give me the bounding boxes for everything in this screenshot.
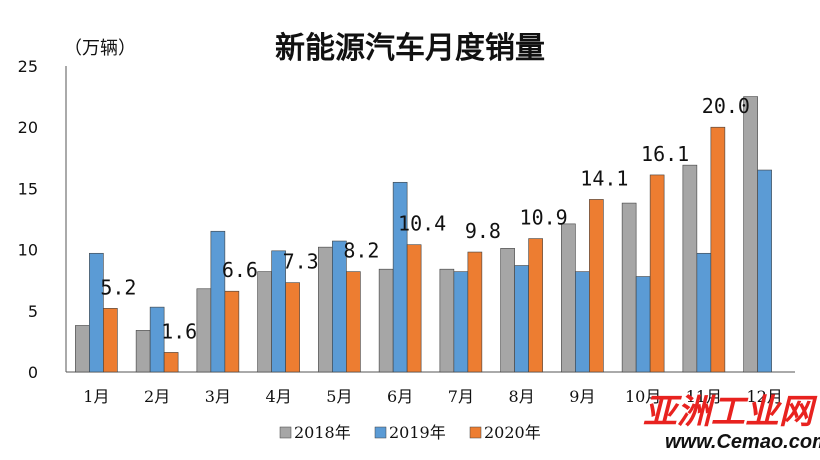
bar-2018年-2月 (135, 330, 151, 373)
bar-2018年-11月 (682, 164, 698, 373)
bar-2018年-3月 (196, 288, 212, 373)
bar-2018年-6月 (378, 268, 394, 373)
bar-2019年-8月 (514, 265, 529, 373)
x-tick-labels: 1月 2月 3月 4月 5月 6月 7月 8月 9月 10月 11月 12月 (83, 387, 783, 406)
y-tick-labels: 0 5 10 15 20 25 (18, 57, 38, 382)
x-tick-label: 9月 (569, 387, 595, 406)
bar-2018年-8月 (500, 248, 515, 373)
bar-2020年-11月 (710, 126, 726, 373)
legend-swatch (279, 426, 292, 439)
bar-2020年-2月 (163, 352, 179, 373)
watermark-url: www.Cemao.com (665, 431, 820, 453)
x-tick-label: 11月 (686, 387, 722, 406)
bar-2019年-7月 (453, 271, 469, 373)
data-label-8月: 10.9 (520, 206, 568, 230)
bar-series-group (75, 96, 772, 373)
bar-2019年-3月 (210, 230, 226, 373)
bar-2019年-9月 (575, 271, 590, 373)
bar-2020年-5月 (346, 271, 361, 373)
x-tick-label: 1月 (83, 387, 109, 406)
legend-swatch (374, 426, 387, 439)
legend-swatch (469, 426, 482, 439)
y-unit-label: （万辆） (64, 38, 136, 59)
y-tick-label: 25 (18, 57, 38, 76)
bar-2019年-2月 (149, 306, 165, 373)
bar-2020年-4月 (285, 282, 300, 373)
bar-2018年-7月 (439, 268, 455, 373)
y-tick-label: 15 (18, 179, 38, 198)
chart-title: 新能源汽车月度销量 (275, 31, 545, 66)
bar-2019年-1月 (89, 252, 104, 373)
bar-2018年-4月 (257, 271, 272, 373)
bar-2019年-11月 (696, 252, 712, 373)
x-tick-label: 5月 (326, 387, 352, 406)
legend-label: 2019年 (389, 423, 446, 442)
bar-2018年-1月 (75, 325, 90, 373)
data-label-1月: 5.2 (100, 275, 136, 299)
data-label-9月: 14.1 (580, 166, 628, 190)
data-label-11月: 20.0 (702, 94, 750, 118)
data-label-10月: 16.1 (641, 142, 689, 166)
data-label-6月: 10.4 (398, 212, 446, 236)
data-label-group: 5.2 1.6 6.6 7.3 8.2 10.4 9.8 10.9 14.1 16.1 20.0 (100, 94, 750, 343)
legend: 2018年 2019年 2020年 (279, 423, 541, 442)
data-label-3月: 6.6 (222, 258, 258, 282)
bar-2020年-8月 (528, 238, 543, 373)
bar-2020年-3月 (224, 290, 240, 373)
x-tick-label: 12月 (746, 387, 782, 406)
x-tick-label: 4月 (266, 387, 292, 406)
data-label-4月: 7.3 (283, 250, 319, 274)
y-tick-label: 0 (28, 363, 38, 382)
y-tick-label: 20 (18, 118, 38, 137)
data-label-2月: 1.6 (161, 319, 197, 343)
legend-label: 2020年 (484, 423, 541, 442)
bar-2019年-10月 (635, 276, 651, 373)
x-tick-label: 10月 (625, 387, 661, 406)
x-tick-label: 6月 (387, 387, 413, 406)
x-tick-label: 7月 (448, 387, 474, 406)
data-label-5月: 8.2 (343, 239, 379, 263)
watermark-brand: 亚洲工业网 (643, 392, 818, 432)
y-tick-label: 10 (18, 241, 38, 260)
bar-2018年-12月 (743, 96, 758, 373)
data-label-7月: 9.8 (465, 219, 501, 243)
bar-2020年-1月 (103, 308, 118, 373)
bar-2018年-9月 (561, 223, 576, 373)
bar-2019年-12月 (757, 169, 772, 373)
bar-2020年-6月 (406, 244, 422, 373)
x-tick-label: 2月 (144, 387, 170, 406)
bar-2020年-10月 (649, 174, 665, 373)
y-tick-label: 5 (28, 302, 38, 321)
x-tick-label: 8月 (509, 387, 535, 406)
bar-2018年-5月 (318, 246, 333, 373)
x-tick-label: 3月 (205, 387, 231, 406)
bar-2020年-9月 (589, 199, 604, 373)
bar-2018年-10月 (621, 202, 637, 373)
watermark-logo: 亚洲工业网 www.Cemao.com (643, 392, 820, 453)
legend-label: 2018年 (294, 423, 351, 442)
bar-2020年-7月 (467, 251, 483, 373)
